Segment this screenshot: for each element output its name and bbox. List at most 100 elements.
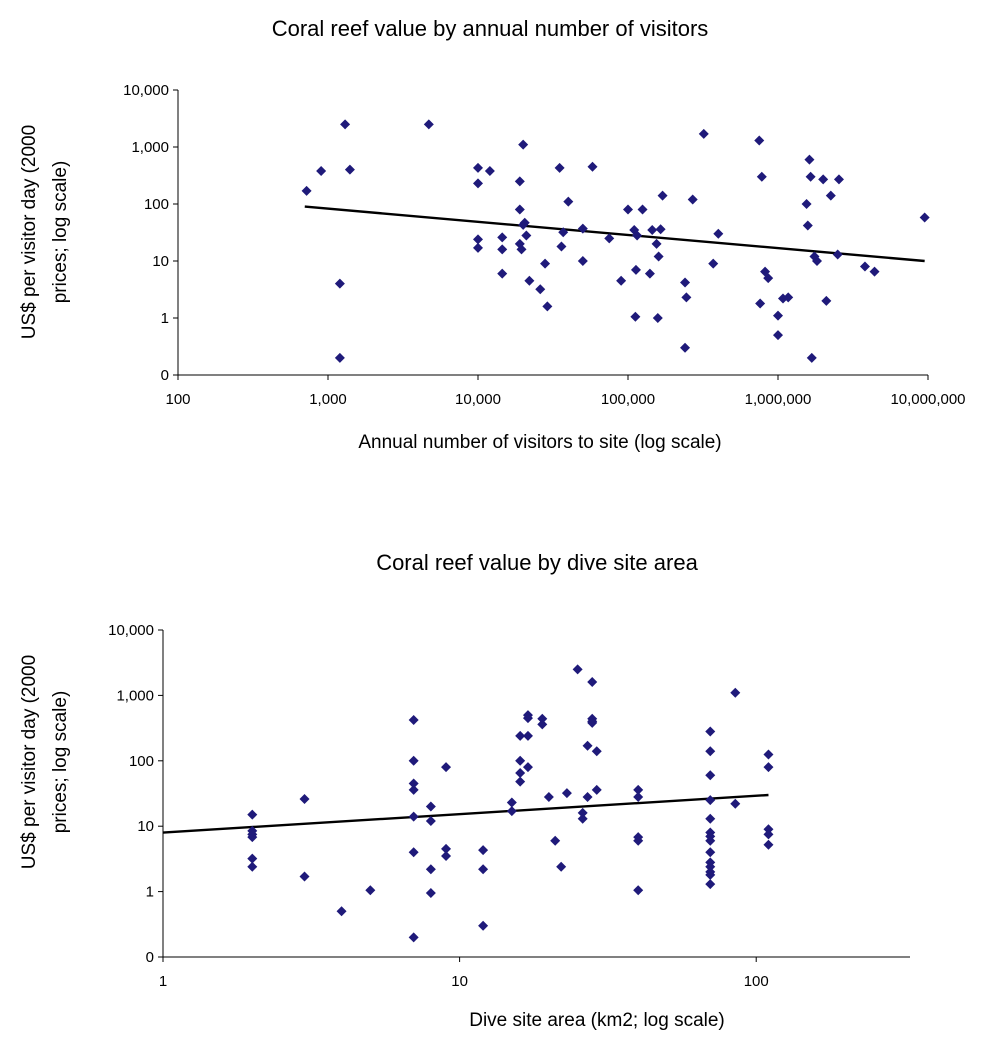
y-tick-label: 1,000 — [131, 139, 169, 156]
data-point — [515, 768, 526, 779]
data-point — [763, 273, 774, 284]
data-point — [698, 128, 709, 139]
data-point — [630, 264, 641, 275]
data-point — [497, 232, 508, 243]
data-point — [522, 762, 533, 773]
y-tick-label: 0 — [146, 949, 154, 966]
data-point — [554, 162, 565, 173]
data-point — [713, 228, 724, 239]
data-point — [514, 176, 525, 187]
data-point — [425, 864, 436, 875]
data-point — [818, 174, 829, 185]
plot-area: 0 1 10 100 1,000 10,000 100 1,000 10,000 100,000 1… — [123, 82, 965, 408]
data-point — [783, 292, 794, 303]
x-tick-label: 1,000 — [309, 391, 347, 408]
data-point — [587, 717, 598, 728]
data-point — [763, 824, 774, 835]
trend-line — [304, 205, 925, 263]
chart-visitors-svg: Coral reef value by annual number of vis… — [19, 16, 966, 453]
data-point — [582, 791, 593, 802]
data-point — [680, 277, 691, 288]
data-point — [633, 791, 644, 802]
data-point — [705, 813, 716, 824]
data-point — [334, 352, 345, 363]
data-point — [572, 664, 583, 675]
data-point — [247, 853, 258, 864]
data-point — [604, 233, 615, 244]
data-point — [644, 268, 655, 279]
data-point — [681, 292, 692, 303]
data-point — [334, 278, 345, 289]
data-point — [705, 879, 716, 890]
data-point — [408, 811, 419, 822]
data-point — [340, 119, 351, 130]
chart-title: Coral reef value by dive site area — [376, 550, 698, 575]
y-tick-label: 10 — [152, 253, 169, 270]
data-point — [577, 256, 588, 266]
data-point — [522, 713, 533, 724]
y-tick-label: 0 — [161, 367, 169, 384]
data-point — [632, 230, 643, 241]
data-point — [633, 784, 644, 795]
trend-line — [162, 793, 769, 834]
data-point — [484, 165, 495, 176]
data-point — [633, 885, 644, 896]
data-point — [812, 256, 823, 266]
data-point — [705, 795, 716, 806]
data-point — [556, 861, 567, 872]
x-tick-label: 10,000,000 — [890, 391, 965, 408]
data-point — [705, 847, 716, 858]
data-point — [630, 311, 641, 322]
data-point — [919, 212, 930, 223]
data-point — [441, 762, 452, 773]
x-tick-label: 100,000 — [601, 391, 655, 408]
data-point — [556, 241, 567, 252]
data-point — [705, 835, 716, 846]
data-point — [423, 119, 434, 130]
chart-dive-area: Coral reef value by dive site area US$ p… — [0, 530, 982, 1036]
data-point — [591, 746, 602, 757]
x-tick-label: 10 — [451, 973, 468, 990]
y-tick-label: 100 — [129, 753, 154, 770]
data-point — [301, 185, 312, 196]
x-axis-title: Annual number of visitors to site (log s… — [358, 432, 721, 453]
data-point — [647, 224, 658, 235]
data-point — [473, 178, 483, 189]
data-point — [515, 730, 526, 741]
data-point — [705, 869, 716, 880]
data-point — [506, 797, 517, 808]
data-point — [515, 776, 526, 787]
data-point — [653, 251, 664, 262]
data-point — [623, 204, 633, 215]
data-point — [561, 788, 572, 799]
data-point — [730, 798, 741, 809]
data-point — [582, 740, 593, 751]
data-point — [425, 816, 436, 827]
data-point — [522, 730, 533, 741]
data-point — [773, 330, 783, 341]
data-point — [563, 196, 574, 207]
y-tick-label: 1 — [146, 884, 154, 901]
data-point — [247, 829, 258, 840]
data-point — [497, 268, 508, 279]
data-point — [473, 162, 483, 173]
data-point — [478, 864, 489, 875]
data-point — [651, 238, 662, 249]
data-point — [299, 794, 310, 805]
data-point — [705, 861, 716, 872]
data-point — [859, 261, 870, 272]
data-point — [633, 835, 644, 846]
chart-visitors: Coral reef value by annual number of vis… — [0, 0, 982, 490]
data-point — [763, 839, 774, 850]
x-tick-label: 1 — [159, 973, 167, 990]
data-point — [587, 161, 598, 172]
data-point — [408, 715, 419, 726]
data-point — [804, 154, 815, 165]
y-tick-label: 10,000 — [123, 82, 169, 99]
data-point — [537, 719, 548, 730]
data-point — [708, 258, 719, 269]
data-point — [336, 906, 347, 917]
data-point — [558, 227, 569, 238]
data-point — [577, 807, 588, 818]
